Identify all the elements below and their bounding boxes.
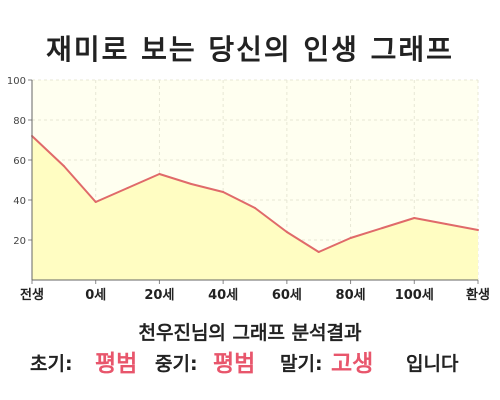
- data-point: [158, 173, 161, 175]
- y-tick-label: 20: [13, 236, 26, 247]
- data-point: [285, 231, 288, 233]
- x-tick-label: 80세: [336, 288, 366, 303]
- x-tick-label: 0세: [85, 288, 106, 303]
- x-tick-label: 전생: [20, 287, 44, 303]
- y-tick-label: 80: [13, 116, 26, 127]
- middle-label: 중기:: [155, 353, 198, 375]
- data-point: [445, 223, 448, 225]
- x-tick-label: 60세: [272, 288, 302, 303]
- data-point: [413, 217, 416, 219]
- data-point: [94, 201, 97, 203]
- late-label: 말기:: [280, 353, 323, 375]
- data-point: [126, 187, 129, 189]
- y-axis: 20 40 60 80 100: [7, 76, 33, 280]
- ending-text: 입니다: [406, 353, 459, 375]
- y-tick-label: 60: [13, 156, 26, 167]
- life-graph-chart: 20 40 60 80 100 전생 0세 20세 40세 60세 80세 100세 환생: [7, 76, 490, 303]
- data-point: [317, 251, 320, 253]
- early-value: 평범: [95, 351, 138, 377]
- late-value: 고생: [331, 351, 374, 377]
- data-point: [190, 183, 193, 185]
- analysis-result: 초기: 평범 중기: 평범 말기: 고생 입니다: [0, 344, 500, 384]
- y-tick-label: 100: [7, 76, 26, 87]
- data-point: [349, 237, 352, 239]
- y-tick-label: 40: [13, 196, 26, 207]
- chart-title: 재미로 보는 당신의 인생 그래프: [46, 33, 454, 66]
- early-label: 초기:: [30, 353, 73, 375]
- middle-value: 평범: [213, 351, 256, 377]
- x-axis: 전생 0세 20세 40세 60세 80세 100세 환생: [20, 279, 490, 303]
- analysis-title: 천우진님의 그래프 분석결과: [138, 322, 362, 344]
- data-point: [477, 229, 479, 231]
- data-point: [254, 207, 256, 209]
- x-tick-label: 20세: [144, 288, 174, 303]
- x-tick-label: 40세: [208, 288, 238, 303]
- data-point: [381, 227, 384, 229]
- data-point: [62, 165, 65, 167]
- x-tick-label: 환생: [466, 287, 490, 303]
- x-tick-label: 100세: [395, 288, 434, 303]
- data-point: [222, 191, 225, 193]
